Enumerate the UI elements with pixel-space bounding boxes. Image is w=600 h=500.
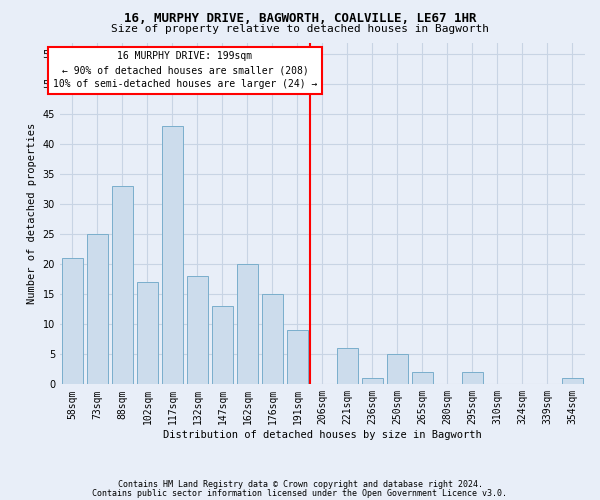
Text: Contains HM Land Registry data © Crown copyright and database right 2024.: Contains HM Land Registry data © Crown c…: [118, 480, 482, 489]
Bar: [162, 126, 183, 384]
Bar: [387, 354, 408, 384]
X-axis label: Distribution of detached houses by size in Bagworth: Distribution of detached houses by size …: [163, 430, 482, 440]
Bar: [237, 264, 258, 384]
Bar: [212, 306, 233, 384]
Text: Contains public sector information licensed under the Open Government Licence v3: Contains public sector information licen…: [92, 488, 508, 498]
Y-axis label: Number of detached properties: Number of detached properties: [27, 123, 37, 304]
Bar: [262, 294, 283, 384]
Bar: [562, 378, 583, 384]
Text: Size of property relative to detached houses in Bagworth: Size of property relative to detached ho…: [111, 24, 489, 34]
Bar: [287, 330, 308, 384]
Bar: [187, 276, 208, 384]
Bar: [362, 378, 383, 384]
Bar: [462, 372, 483, 384]
Text: 16 MURPHY DRIVE: 199sqm
← 90% of detached houses are smaller (208)
10% of semi-d: 16 MURPHY DRIVE: 199sqm ← 90% of detache…: [53, 52, 317, 90]
Bar: [112, 186, 133, 384]
Bar: [337, 348, 358, 384]
Bar: [137, 282, 158, 384]
Bar: [62, 258, 83, 384]
Bar: [412, 372, 433, 384]
Bar: [87, 234, 108, 384]
Text: 16, MURPHY DRIVE, BAGWORTH, COALVILLE, LE67 1HR: 16, MURPHY DRIVE, BAGWORTH, COALVILLE, L…: [124, 12, 476, 26]
